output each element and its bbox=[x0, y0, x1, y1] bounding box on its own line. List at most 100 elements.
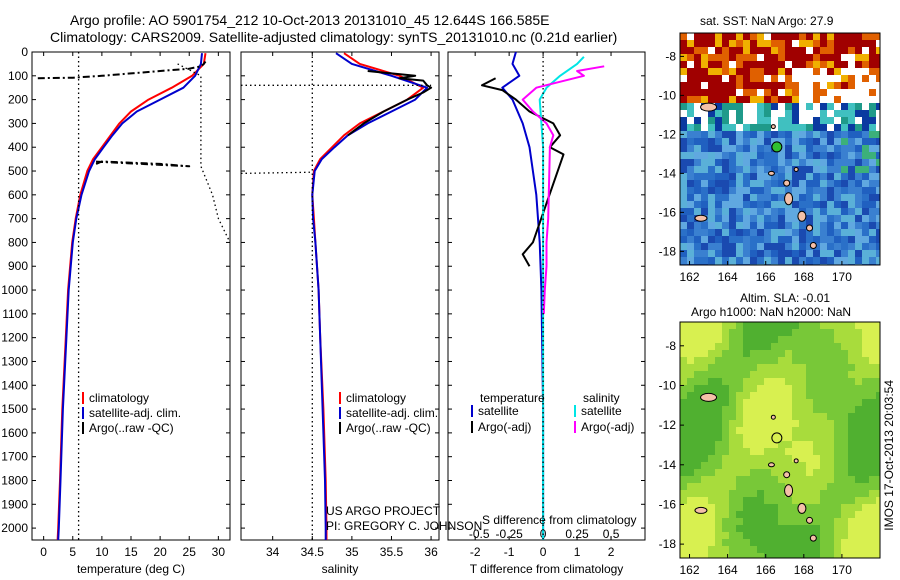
map-cell bbox=[750, 229, 757, 236]
map-cell bbox=[876, 343, 880, 350]
map-cell bbox=[869, 138, 876, 145]
map-cell bbox=[827, 173, 834, 180]
map-cell bbox=[687, 343, 694, 350]
map-cell bbox=[743, 180, 750, 187]
map-cell bbox=[757, 553, 764, 558]
map-cell bbox=[687, 371, 694, 378]
map-cell bbox=[701, 350, 708, 357]
map-cell bbox=[701, 257, 708, 264]
figure-title-line2: Climatology: CARS2009. Satellite-adjuste… bbox=[50, 29, 618, 45]
map-cell bbox=[785, 322, 792, 329]
map-cell bbox=[687, 124, 694, 131]
map-cell bbox=[750, 350, 757, 357]
map-cell bbox=[869, 250, 876, 257]
map-cell bbox=[736, 243, 743, 250]
map-cell bbox=[750, 378, 757, 385]
difference-legend: temperature salinity satellite Argo(-adj… bbox=[471, 391, 634, 434]
map-cell bbox=[785, 229, 792, 236]
map-cell bbox=[750, 546, 757, 553]
map-cell bbox=[834, 420, 841, 427]
map-cell bbox=[792, 448, 799, 455]
map-cell bbox=[827, 54, 834, 61]
map-cell bbox=[750, 89, 757, 96]
map-cell bbox=[855, 392, 862, 399]
map-cell bbox=[764, 490, 771, 497]
map-cell bbox=[757, 434, 764, 441]
map-cell bbox=[687, 378, 694, 385]
map-cell bbox=[792, 399, 799, 406]
map-cell bbox=[869, 420, 876, 427]
map-cell bbox=[855, 236, 862, 243]
map-cell bbox=[701, 166, 708, 173]
map-cell bbox=[694, 378, 701, 385]
map-cell bbox=[834, 257, 841, 264]
map-cell bbox=[841, 61, 848, 68]
map-cell bbox=[750, 469, 757, 476]
map-cell bbox=[855, 427, 862, 434]
map-cell bbox=[771, 236, 778, 243]
map-cell bbox=[778, 40, 785, 47]
map-cell bbox=[827, 399, 834, 406]
map-cell bbox=[736, 350, 743, 357]
map-cell bbox=[813, 131, 820, 138]
map-cell bbox=[876, 138, 880, 145]
map-cell bbox=[792, 47, 799, 54]
map-cell bbox=[841, 117, 848, 124]
map-cell bbox=[855, 180, 862, 187]
map-cell bbox=[694, 236, 701, 243]
map-cell bbox=[687, 322, 694, 329]
map-cell bbox=[799, 75, 806, 82]
map-cell bbox=[778, 385, 785, 392]
series-line-argo-adj- bbox=[481, 77, 565, 267]
map-cell bbox=[778, 329, 785, 336]
map-cell bbox=[869, 194, 876, 201]
map-cell bbox=[862, 553, 869, 558]
map-cell bbox=[743, 243, 750, 250]
map-cell bbox=[729, 250, 736, 257]
map-cell bbox=[757, 322, 764, 329]
map-cell bbox=[813, 441, 820, 448]
map-cell bbox=[771, 476, 778, 483]
map-cell bbox=[694, 336, 701, 343]
map-cell bbox=[694, 413, 701, 420]
map-cell bbox=[764, 448, 771, 455]
map-cell bbox=[764, 54, 771, 61]
map-cell bbox=[855, 187, 862, 194]
map-cell bbox=[813, 511, 820, 518]
map-cell bbox=[694, 539, 701, 546]
map-cell bbox=[715, 539, 722, 546]
map-cell bbox=[785, 215, 792, 222]
map-cell bbox=[778, 511, 785, 518]
map-cell bbox=[750, 33, 757, 40]
map-cell bbox=[827, 343, 834, 350]
map-cell bbox=[694, 434, 701, 441]
map-cell bbox=[750, 215, 757, 222]
map-cell bbox=[820, 117, 827, 124]
map-cell bbox=[736, 250, 743, 257]
map-cell bbox=[701, 145, 708, 152]
map-cell bbox=[687, 357, 694, 364]
map-cell bbox=[778, 103, 785, 110]
map-cell bbox=[757, 490, 764, 497]
map-cell bbox=[771, 441, 778, 448]
map-cell bbox=[813, 476, 820, 483]
map-cell bbox=[799, 448, 806, 455]
map-cell bbox=[694, 33, 701, 40]
map-cell bbox=[841, 322, 848, 329]
map-cell bbox=[827, 110, 834, 117]
map-cell bbox=[708, 236, 715, 243]
map-cell bbox=[708, 166, 715, 173]
map-cell bbox=[701, 201, 708, 208]
map-cell bbox=[820, 546, 827, 553]
map-cell bbox=[736, 54, 743, 61]
map-cell bbox=[834, 124, 841, 131]
map-cell bbox=[750, 441, 757, 448]
map-cell bbox=[736, 201, 743, 208]
map-cell bbox=[862, 257, 869, 264]
island-shape bbox=[809, 534, 817, 542]
map-cell bbox=[862, 385, 869, 392]
map-cell bbox=[820, 539, 827, 546]
map-cell bbox=[729, 40, 736, 47]
map-cell bbox=[771, 180, 778, 187]
map-cell bbox=[862, 33, 869, 40]
